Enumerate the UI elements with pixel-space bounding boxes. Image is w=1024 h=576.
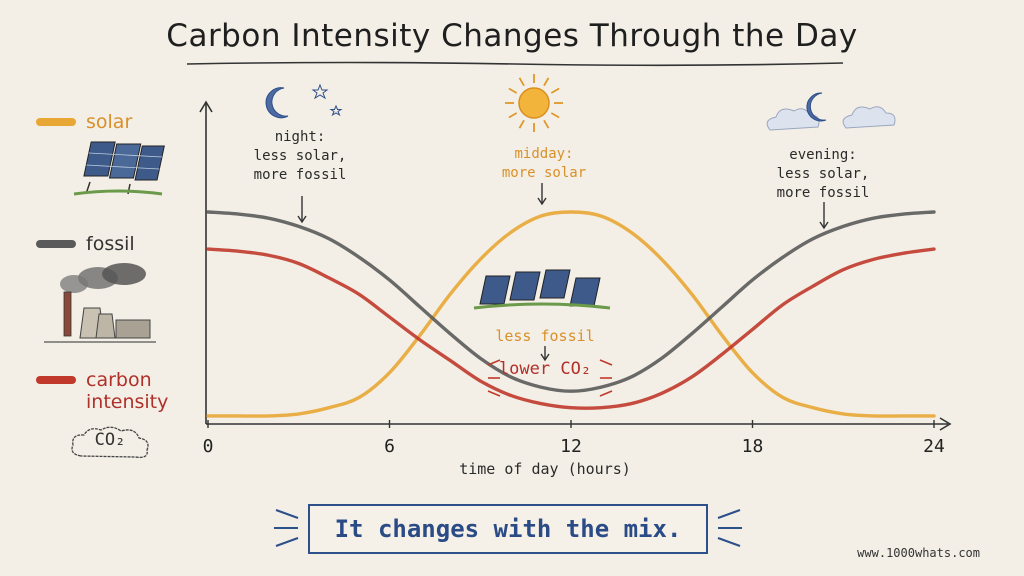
chart-decorations: [265, 74, 896, 397]
cloud-icon: [766, 108, 820, 131]
legend-fossil-swatch: [36, 240, 76, 248]
y-axis-arrow-icon: [199, 100, 213, 113]
annotation-evening: evening: less solar, more fossil: [758, 146, 888, 203]
emphasis-dash: [599, 359, 613, 366]
solar-panel-icon: [73, 141, 165, 196]
legend-fossil: fossil: [36, 233, 135, 255]
legend-solar: solar: [36, 111, 132, 133]
footer-url: www.1000whats.com: [857, 546, 980, 560]
annotation-evening-line-3: more fossil: [776, 185, 870, 201]
annotation-night-line-2: less solar,: [253, 148, 347, 164]
series-line-solar: [206, 210, 936, 418]
annotation-evening-line-1: evening:: [789, 147, 857, 163]
sun-icon: [505, 74, 563, 132]
annotation-night-line-3: more fossil: [253, 167, 347, 183]
moon-icon: [806, 92, 827, 122]
moon-icon: [265, 87, 289, 119]
series-layer: [206, 210, 936, 418]
title-underline: [186, 61, 844, 67]
annotation-night: night: less solar, more fossil: [240, 128, 360, 185]
annotation-midday: midday: more solar: [474, 145, 614, 183]
legend-carbon: carbon intensity: [36, 369, 168, 413]
arrowhead-icon: [537, 197, 547, 206]
co2-label: CO₂: [94, 430, 126, 450]
arrowhead-icon: [819, 221, 829, 230]
callout-dashes-right: [717, 509, 742, 547]
co2-cloud-icon: CO₂: [67, 424, 153, 462]
x-tick-label: 6: [384, 436, 395, 457]
annotation-lower-co2: lower CO₂: [498, 359, 592, 379]
annotation-less-fossil: less fossil: [495, 327, 595, 345]
x-tick-label: 24: [923, 436, 945, 457]
emphasis-dash: [599, 390, 613, 397]
callout-text: It changes with the mix.: [334, 515, 682, 543]
arrowhead-icon: [540, 353, 550, 362]
x-axis-title: time of day (hours): [459, 460, 631, 478]
star-icon: [329, 104, 343, 117]
solar-panel-icon: [473, 269, 611, 310]
legend-carbon-label-1: carbon: [86, 369, 152, 391]
star-icon: [311, 83, 329, 100]
legend-solar-swatch: [36, 118, 76, 126]
x-tick-label: 12: [560, 436, 582, 457]
legend-carbon-label-2: intensity: [86, 391, 169, 413]
legend-fossil-label: fossil: [86, 233, 135, 255]
chart-axes: [199, 100, 952, 431]
annotation-night-line-1: night:: [274, 129, 326, 145]
chart-title: Carbon Intensity Changes Through the Day: [166, 18, 858, 54]
annotation-evening-line-2: less solar,: [776, 166, 870, 182]
cloud-icon: [842, 106, 896, 129]
x-axis-arrow-icon: [939, 417, 952, 431]
legend-solar-label: solar: [86, 111, 133, 133]
annotation-midday-line-2: more solar: [501, 165, 587, 181]
callout-box: It changes with the mix.: [308, 504, 708, 554]
arrowhead-icon: [297, 215, 307, 224]
emphasis-dash: [487, 390, 501, 397]
x-tick-label: 0: [202, 436, 214, 457]
x-tick-label: 18: [741, 436, 764, 457]
factory-icon: [44, 263, 156, 343]
annotation-midday-line-1: midday:: [514, 146, 574, 162]
callout-dashes-left: [274, 509, 299, 547]
emphasis-dash: [487, 359, 501, 366]
legend-carbon-swatch: [36, 376, 76, 384]
